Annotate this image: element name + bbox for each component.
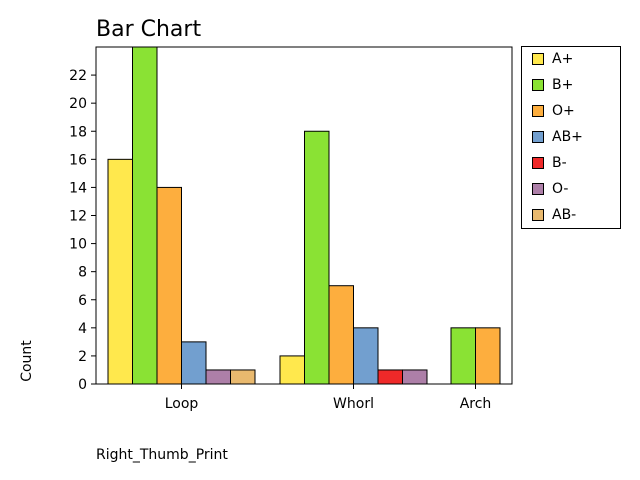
- y-tick-label: 20: [69, 96, 87, 112]
- x-tick-label: Whorl: [333, 396, 374, 412]
- legend-swatch: [532, 209, 544, 221]
- legend-item: O+: [532, 102, 575, 120]
- x-axis-label: Right_Thumb_Print: [96, 447, 228, 463]
- y-tick-label: 18: [69, 124, 87, 140]
- legend-swatch: [532, 183, 544, 195]
- legend-label: B-: [552, 155, 567, 171]
- legend-swatch: [532, 79, 544, 91]
- legend-label: O+: [552, 103, 575, 119]
- legend: A+ B+ O+ AB+ B- O- AB-: [521, 46, 621, 229]
- bar: [304, 130, 330, 385]
- y-tick-label: 4: [78, 321, 87, 337]
- chart-title: Bar Chart: [96, 17, 202, 42]
- legend-label: AB+: [552, 129, 583, 145]
- y-tick-label: 0: [78, 377, 87, 393]
- legend-swatch: [532, 157, 544, 169]
- legend-item: B-: [532, 154, 567, 172]
- legend-label: O-: [552, 181, 569, 197]
- legend-swatch: [532, 105, 544, 117]
- legend-label: AB-: [552, 207, 577, 223]
- y-tick-label: 22: [69, 68, 87, 84]
- bar: [107, 158, 133, 385]
- bar: [181, 341, 207, 385]
- bar: [279, 355, 305, 385]
- legend-item: B+: [532, 76, 573, 94]
- y-tick-label: 10: [69, 237, 87, 253]
- legend-item: A+: [532, 50, 573, 68]
- legend-item: AB+: [532, 128, 583, 146]
- bar: [205, 369, 231, 385]
- bar: [230, 369, 256, 385]
- y-tick-label: 16: [69, 152, 87, 168]
- bar: [475, 327, 501, 385]
- bar: [377, 369, 403, 385]
- bar: [156, 186, 182, 385]
- legend-item: O-: [532, 180, 568, 198]
- legend-item: AB-: [532, 206, 576, 224]
- y-tick-label: 12: [69, 209, 87, 225]
- bar: [132, 46, 158, 385]
- bar: [328, 285, 354, 385]
- legend-label: B+: [552, 77, 574, 93]
- x-tick-label: Arch: [460, 396, 492, 412]
- legend-label: A+: [552, 51, 574, 67]
- y-tick-label: 2: [78, 349, 87, 365]
- legend-swatch: [532, 131, 544, 143]
- bar: [353, 327, 379, 385]
- bar: [450, 327, 476, 385]
- y-tick-label: 8: [78, 265, 87, 281]
- bar: [402, 369, 428, 385]
- legend-swatch: [532, 53, 544, 65]
- y-tick-label: 6: [78, 293, 87, 309]
- x-tick-label: Loop: [165, 396, 199, 412]
- y-tick-label: 14: [69, 180, 87, 196]
